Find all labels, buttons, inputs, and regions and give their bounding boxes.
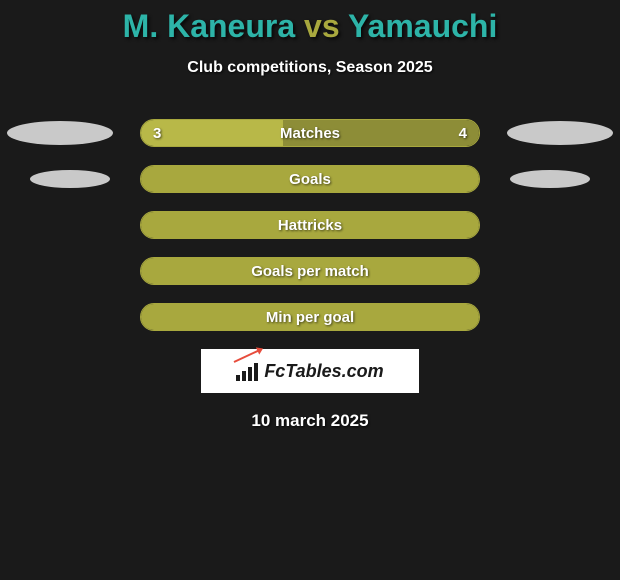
goals-bar [140,165,480,193]
player2-avatar-placeholder [507,121,613,145]
logo-content: FcTables.com [236,361,383,382]
stat-row-min-per-goal: Min per goal [0,303,620,331]
comparison-title: M. Kaneura vs Yamauchi [0,0,620,45]
goals-bar-fill [141,166,479,192]
min-per-goal-bar [140,303,480,331]
stat-row-goals: Goals [0,165,620,193]
player1-avatar-placeholder [7,121,113,145]
stat-row-goals-per-match: Goals per match [0,257,620,285]
player1-name: M. Kaneura [123,8,295,44]
goals-per-match-bar-fill [141,258,479,284]
chart-icon [236,361,260,381]
matches-bar: 3 4 [140,119,480,147]
logo-text: FcTables.com [264,361,383,382]
stat-row-matches: 3 4 Matches [0,119,620,147]
goals-per-match-bar [140,257,480,285]
date-text: 10 march 2025 [0,411,620,431]
stats-container: 3 4 Matches Goals Hattricks Goals per ma… [0,119,620,331]
hattricks-bar [140,211,480,239]
stat-row-hattricks: Hattricks [0,211,620,239]
goals-ellipse-right [510,170,590,188]
matches-bar-right: 4 [283,120,479,146]
goals-ellipse-left [30,170,110,188]
matches-value-right: 4 [459,125,467,142]
matches-value-left: 3 [153,125,161,142]
matches-bar-left: 3 [141,120,283,146]
min-per-goal-bar-fill [141,304,479,330]
logo-box: FcTables.com [201,349,419,393]
vs-separator: vs [304,8,340,44]
player2-name: Yamauchi [348,8,497,44]
subtitle-text: Club competitions, Season 2025 [0,59,620,77]
hattricks-bar-fill [141,212,479,238]
